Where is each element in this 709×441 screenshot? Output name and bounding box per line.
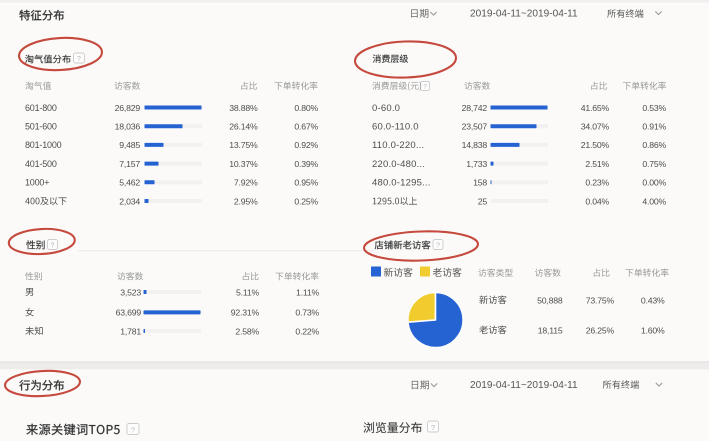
svg-text:18,036: 18,036 [115,122,141,132]
svg-text:158: 158 [473,178,487,188]
svg-text:5.11%: 5.11% [236,287,259,297]
svg-text:2.95%: 2.95% [234,196,258,206]
svg-text:63,699: 63,699 [116,308,142,318]
svg-text:801-1000: 801-1000 [25,140,62,150]
svg-text:9,485: 9,485 [119,140,140,150]
svg-text:21.50%: 21.50% [581,140,610,150]
svg-text:?: ? [77,56,81,63]
svg-text:2019-04-11~2019-04-11: 2019-04-11~2019-04-11 [470,9,578,20]
svg-text:0.53%: 0.53% [642,103,666,113]
svg-text:1,781: 1,781 [120,326,141,336]
svg-text:13.75%: 13.75% [229,140,258,150]
svg-text:25: 25 [478,196,488,206]
svg-text:73.75%: 73.75% [586,295,615,305]
svg-text:0.73%: 0.73% [295,308,319,318]
svg-text:26.25%: 26.25% [586,325,615,335]
svg-text:38.88%: 38.88% [229,103,258,113]
svg-text:41.65%: 41.65% [581,103,610,113]
svg-text:480.0-1295...: 480.0-1295... [372,178,431,189]
svg-text:?: ? [431,423,435,432]
svg-text:2019-04-11~2019-04-11: 2019-04-11~2019-04-11 [470,380,578,391]
svg-text:5,462: 5,462 [119,178,140,188]
svg-text:0.80%: 0.80% [294,103,318,113]
svg-text:7.92%: 7.92% [234,178,258,188]
svg-text:7,157: 7,157 [119,159,140,169]
svg-text:14,838: 14,838 [462,140,488,150]
svg-text:0.23%: 0.23% [585,178,609,188]
svg-text:0.04%: 0.04% [585,196,609,206]
svg-text:3,523: 3,523 [120,287,141,297]
svg-text:50,888: 50,888 [537,295,563,305]
svg-text:60.0-110.0: 60.0-110.0 [372,122,419,133]
svg-text:0.25%: 0.25% [294,196,318,206]
svg-text:1.60%: 1.60% [641,325,665,335]
svg-text:601-800: 601-800 [25,103,57,113]
svg-text:?: ? [51,242,55,249]
svg-text:0-60.0: 0-60.0 [372,103,400,114]
svg-text:23,507: 23,507 [462,122,488,132]
svg-text:0.95%: 0.95% [294,178,318,188]
svg-text:?: ? [423,83,427,90]
svg-text:92.31%: 92.31% [231,308,260,318]
svg-text:1000+: 1000+ [25,178,49,188]
svg-text:2,034: 2,034 [119,196,140,206]
svg-text:34.07%: 34.07% [581,122,610,132]
svg-text:?: ? [131,425,135,434]
svg-text:501-600: 501-600 [25,122,57,132]
svg-text:0.43%: 0.43% [641,295,665,305]
svg-text:28,742: 28,742 [462,103,488,113]
svg-text:220.0-480...: 220.0-480... [372,159,425,170]
svg-text:0.75%: 0.75% [642,159,666,169]
svg-text:?: ? [436,242,440,249]
svg-text:0.92%: 0.92% [294,140,318,150]
svg-text:2.58%: 2.58% [235,326,259,336]
svg-text:1,733: 1,733 [466,159,487,169]
svg-text:26.14%: 26.14% [229,122,258,132]
svg-text:10.37%: 10.37% [229,159,258,169]
svg-text:0.91%: 0.91% [642,122,666,132]
svg-text:110.0-220...: 110.0-220... [372,140,424,151]
svg-text:401-500: 401-500 [25,159,57,169]
svg-text:1.11%: 1.11% [296,287,319,297]
svg-text:0.86%: 0.86% [642,140,666,150]
svg-text:4.00%: 4.00% [642,196,666,206]
svg-text:18,115: 18,115 [538,325,563,335]
svg-text:0.22%: 0.22% [295,326,319,336]
svg-text:0.00%: 0.00% [642,178,666,188]
svg-text:0.67%: 0.67% [294,122,318,132]
svg-text:2.51%: 2.51% [585,159,609,169]
svg-text:0.39%: 0.39% [294,159,318,169]
svg-text:26,829: 26,829 [115,103,141,113]
